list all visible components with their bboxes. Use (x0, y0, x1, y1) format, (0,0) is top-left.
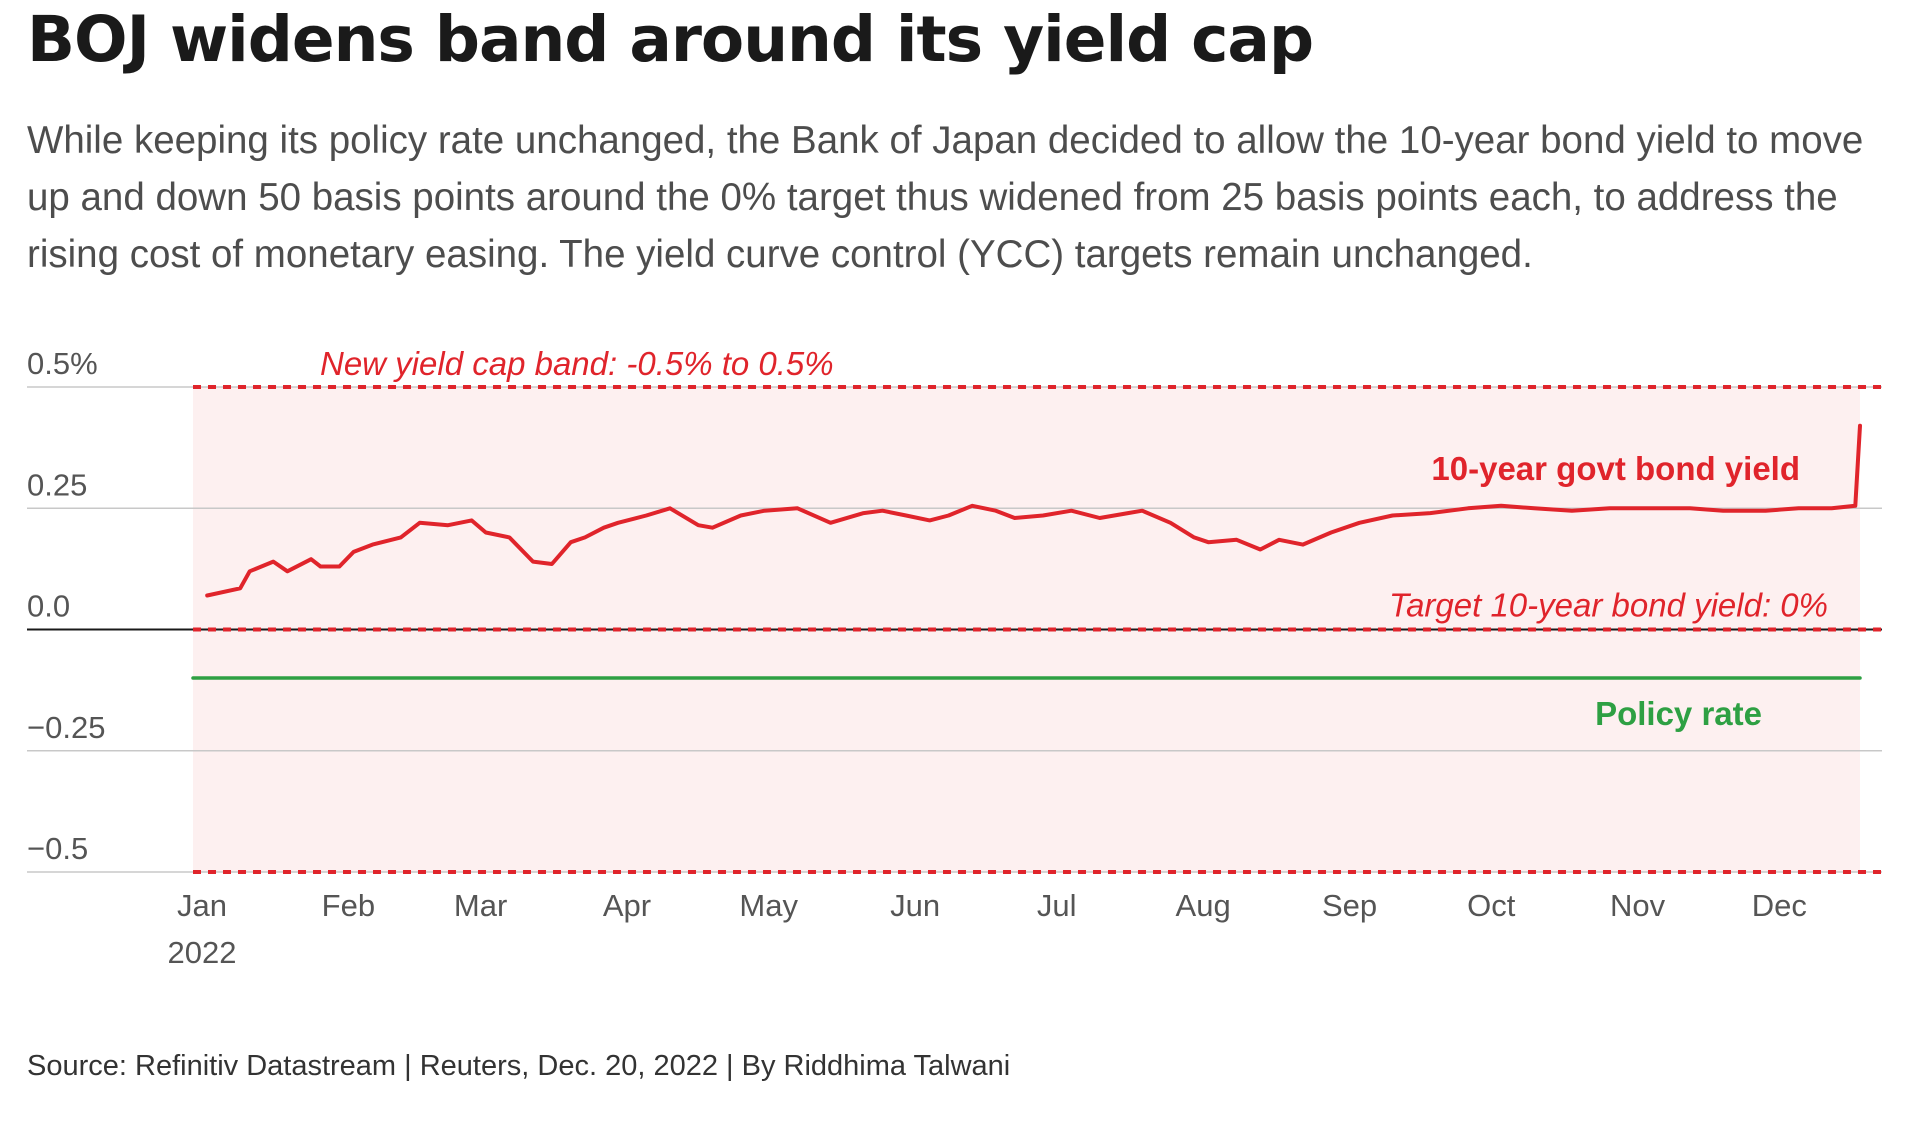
x-tick-label: Aug (1176, 888, 1231, 923)
chart-subtitle: While keeping its policy rate unchanged,… (27, 119, 1864, 276)
x-tick-labels: Jan 2022 Feb Mar Apr May Jun Jul Aug Sep Oct Nov Dec (168, 888, 1807, 970)
series-label-yield: 10-year govt bond yield (1431, 450, 1800, 487)
x-tick-label: Jan (177, 888, 227, 923)
y-tick-labels: 0.5% 0.25 0.0 −0.25 −0.5 (27, 346, 105, 866)
y-tick-label: −0.25 (27, 710, 105, 745)
x-tick-label: Nov (1610, 888, 1666, 923)
chart-headline: BOJ widens band around its yield cap (27, 3, 1314, 76)
series-lines (191, 423, 1862, 680)
x-tick-label: Apr (603, 888, 651, 923)
x-tick-label: Dec (1752, 888, 1807, 923)
x-tick-label: Feb (322, 888, 375, 923)
x-tick-label: Mar (454, 888, 507, 923)
x-tick-label: Jul (1037, 888, 1077, 923)
y-tick-label: 0.0 (27, 589, 70, 624)
y-tick-label: 0.25 (27, 467, 87, 502)
source-credit: Source: Refinitiv Datastream | Reuters, … (27, 1050, 1011, 1082)
x-tick-sublabel: 2022 (168, 935, 237, 970)
band-annotation: New yield cap band: -0.5% to 0.5% (320, 345, 834, 382)
series-line-yield (205, 423, 1862, 598)
x-tick-label: Sep (1322, 888, 1377, 923)
y-gridlines (27, 386, 1882, 873)
x-tick-label: Oct (1467, 888, 1516, 923)
target-annotation: Target 10-year bond yield: 0% (1389, 587, 1828, 624)
y-tick-label: 0.5% (27, 346, 98, 381)
series-label-policy: Policy rate (1595, 695, 1762, 732)
y-tick-label: −0.5 (27, 831, 88, 866)
x-tick-label: May (739, 888, 798, 923)
x-tick-label: Jun (890, 888, 940, 923)
